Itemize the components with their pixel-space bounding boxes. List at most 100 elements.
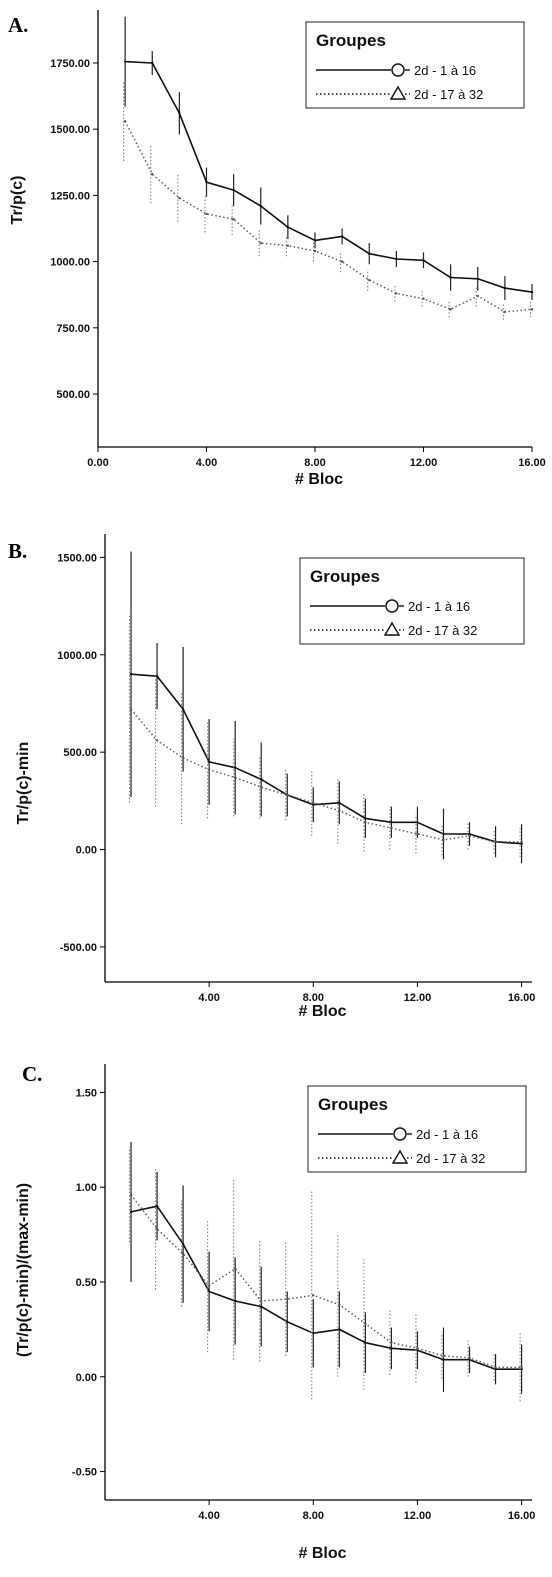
y-tick-label: 1000.00 (57, 650, 97, 662)
x-tick-label: 16.00 (508, 1510, 536, 1522)
y-axis-title: (Tr/p(c)-min)/(max-min) (15, 1183, 32, 1357)
y-tick-label: 500.00 (63, 747, 97, 759)
y-axis-title: Tr/p(c)-min (15, 742, 32, 825)
x-tick-label: 4.00 (198, 992, 219, 1004)
data-point (520, 1366, 522, 1368)
x-tick-label: 16.00 (518, 457, 546, 469)
x-axis-title: # Bloc (295, 471, 343, 488)
y-tick-label: 750.00 (56, 323, 90, 335)
data-point (390, 821, 392, 823)
data-point (494, 841, 496, 843)
data-point (338, 802, 340, 804)
data-point (364, 817, 366, 819)
y-tick-label: 1500.00 (50, 124, 90, 136)
legend: Groupes 2d - 1 à 16 2d - 17 à 32 (308, 1086, 526, 1172)
legend-title: Groupes (318, 1095, 388, 1114)
data-point (395, 258, 397, 260)
x-tick-label: 16.00 (508, 992, 536, 1004)
data-point (205, 181, 207, 183)
panel-label: C. (22, 1062, 42, 1086)
data-point (468, 835, 470, 837)
data-point (416, 833, 418, 835)
data-point (312, 1332, 314, 1334)
data-point (260, 786, 262, 788)
x-axis-title: # Bloc (298, 1003, 346, 1020)
data-point (312, 802, 314, 804)
data-point (130, 673, 132, 675)
data-point (494, 1366, 496, 1368)
data-point (286, 1298, 288, 1300)
data-point (449, 308, 451, 310)
data-point (468, 1357, 470, 1359)
data-point (124, 120, 126, 122)
data-point (208, 761, 210, 763)
data-point (156, 739, 158, 741)
data-point (124, 60, 126, 62)
y-tick-label: 1500.00 (57, 552, 97, 564)
legend-entry-label: 2d - 1 à 16 (416, 1127, 478, 1142)
data-point (182, 708, 184, 710)
data-point (260, 205, 262, 207)
y-axis-title: Tr/p(c) (9, 176, 26, 225)
data-point (422, 259, 424, 261)
data-point (341, 235, 343, 237)
data-point (260, 242, 262, 244)
legend-entry-label: 2d - 1 à 16 (408, 599, 470, 614)
data-point (205, 213, 207, 215)
data-point (368, 252, 370, 254)
series-solid (130, 1142, 523, 1394)
data-point (442, 1355, 444, 1357)
data-point (151, 62, 153, 64)
data-point (182, 1243, 184, 1245)
data-point (477, 295, 479, 297)
legend: Groupes 2d - 1 à 16 2d - 17 à 32 (300, 558, 524, 644)
y-tick-label: 1.00 (76, 1182, 97, 1194)
data-point (232, 189, 234, 191)
data-point (312, 1294, 314, 1296)
series-dotted (124, 82, 534, 320)
data-point (208, 1285, 210, 1287)
data-point (156, 1205, 158, 1207)
data-point (260, 1300, 262, 1302)
y-tick-label: 0.00 (76, 845, 97, 857)
data-point (130, 1194, 132, 1196)
x-tick-label: 12.00 (404, 992, 432, 1004)
data-point (182, 1252, 184, 1254)
x-tick-label: 4.00 (196, 457, 217, 469)
data-point (260, 778, 262, 780)
data-point (156, 675, 158, 677)
y-tick-label: 1000.00 (50, 257, 90, 269)
legend-title: Groupes (316, 31, 386, 50)
series-dotted (130, 616, 523, 858)
data-point (156, 1228, 158, 1230)
y-tick-label: 0.00 (76, 1372, 97, 1384)
series-line (131, 1195, 522, 1368)
data-point (234, 767, 236, 769)
x-tick-label: 8.00 (304, 457, 325, 469)
series-line (131, 1206, 522, 1369)
legend-entry-label: 2d - 17 à 32 (408, 623, 477, 638)
series-line (131, 709, 522, 842)
data-point (178, 197, 180, 199)
data-point (395, 292, 397, 294)
x-tick-label: 12.00 (404, 1510, 432, 1522)
data-point (442, 1359, 444, 1361)
data-point (416, 1347, 418, 1349)
data-point (442, 839, 444, 841)
data-point (178, 112, 180, 114)
data-point (232, 218, 234, 220)
data-point (504, 287, 506, 289)
data-point (442, 833, 444, 835)
data-point (520, 841, 522, 843)
data-point (151, 173, 153, 175)
data-point (341, 260, 343, 262)
data-point (130, 708, 132, 710)
data-point (338, 809, 340, 811)
data-point (338, 1304, 340, 1306)
data-point (314, 239, 316, 241)
data-point (287, 226, 289, 228)
data-point (390, 1341, 392, 1343)
data-point (449, 276, 451, 278)
legend: Groupes 2d - 1 à 16 2d - 17 à 32 (306, 22, 524, 108)
panel-label: B. (8, 539, 27, 563)
